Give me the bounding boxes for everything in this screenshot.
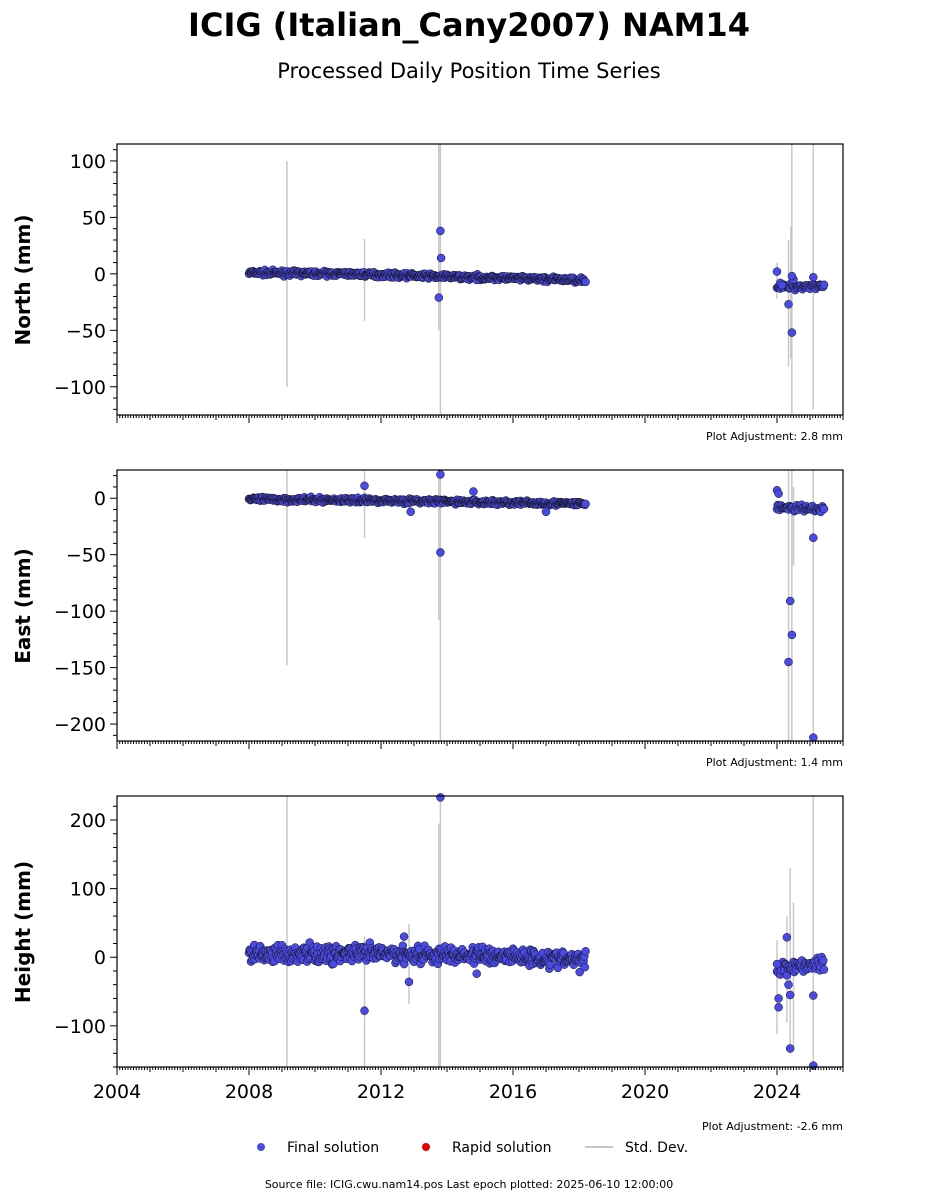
height-final-point bbox=[436, 793, 445, 802]
height-final-point bbox=[785, 990, 795, 1000]
east-final-point bbox=[787, 630, 797, 640]
north-final-point bbox=[436, 226, 445, 236]
east-final-point bbox=[360, 481, 369, 491]
height-axes-frame bbox=[116, 795, 844, 1068]
height-final-point bbox=[399, 932, 409, 941]
east-final-point bbox=[541, 507, 551, 517]
north-final-point bbox=[787, 271, 797, 281]
height-xtick-label: 2012 bbox=[357, 1081, 405, 1103]
north-ytick-label: 50 bbox=[82, 207, 106, 229]
north-final-point bbox=[784, 300, 793, 309]
north-ytick-label: 0 bbox=[94, 264, 106, 286]
north-final-point bbox=[809, 272, 818, 282]
east-final-point bbox=[785, 596, 795, 606]
height-final-point bbox=[575, 967, 584, 977]
east-ytick-label: −100 bbox=[54, 601, 106, 623]
height-final-point bbox=[774, 994, 783, 1003]
north-final-point bbox=[787, 328, 797, 337]
height-final-point bbox=[404, 977, 414, 987]
source-line: Source file: ICIG.cwu.nam14.pos Last epo… bbox=[265, 1178, 673, 1191]
height-xtick-label: 2008 bbox=[225, 1081, 273, 1103]
east-stddev-bars bbox=[286, 470, 815, 741]
height-final-point bbox=[360, 1006, 369, 1015]
legend-final-marker bbox=[257, 1143, 265, 1151]
height-ytick-label: 0 bbox=[94, 947, 106, 969]
east-ytick-label: −50 bbox=[66, 545, 106, 567]
height-final-point bbox=[785, 1044, 795, 1053]
height-final-point bbox=[809, 991, 818, 1000]
east-ytick-label: 0 bbox=[94, 488, 106, 510]
chart-subtitle: Processed Daily Position Time Series bbox=[277, 59, 661, 83]
height-final-point bbox=[782, 933, 792, 942]
east-final-point bbox=[581, 499, 590, 509]
legend-rapid-marker bbox=[422, 1143, 430, 1151]
north-final-point bbox=[777, 280, 787, 290]
east-panel: East (mm) Plot Adjustment: 1.4 mm 0 −50 −1… bbox=[11, 469, 844, 769]
east-final-point bbox=[819, 504, 829, 514]
east-final-point bbox=[784, 657, 793, 667]
east-final-point bbox=[809, 533, 818, 543]
height-final-point bbox=[580, 962, 590, 972]
north-ytick-label: 100 bbox=[70, 151, 106, 173]
legend-final-label: Final solution bbox=[287, 1140, 379, 1156]
height-xtick-label: 2004 bbox=[93, 1081, 141, 1103]
chart-title: ICIG (Italian_Cany2007) NAM14 bbox=[188, 6, 750, 44]
height-panel: Height (mm) Plot Adjustment: -2.6 mm 200… bbox=[11, 793, 844, 1133]
east-final-point bbox=[436, 548, 445, 557]
height-ytick-label: 200 bbox=[70, 810, 106, 832]
height-final-point bbox=[774, 1003, 783, 1012]
east-final-point bbox=[774, 489, 783, 498]
east-ytick-label: −150 bbox=[54, 658, 106, 680]
height-ytick-label: 100 bbox=[70, 879, 106, 901]
north-panel: North (mm) Plot Adjustment: 2.8 mm 100 50… bbox=[11, 143, 844, 443]
height-xtick-label: 2024 bbox=[753, 1081, 801, 1103]
height-xtick-label: 2020 bbox=[621, 1081, 669, 1103]
north-ytick-label: −50 bbox=[66, 320, 106, 342]
height-final-point bbox=[772, 959, 782, 969]
north-final-point bbox=[772, 267, 782, 276]
north-ytick-label: −100 bbox=[54, 377, 106, 399]
east-final-point bbox=[406, 507, 415, 517]
height-final-point bbox=[784, 980, 793, 989]
north-final-point bbox=[436, 253, 446, 263]
legend-rapid-label: Rapid solution bbox=[452, 1140, 552, 1156]
east-plot-adjustment: Plot Adjustment: 1.4 mm bbox=[706, 756, 843, 769]
height-final-point bbox=[581, 947, 590, 956]
height-final-point bbox=[818, 956, 828, 965]
height-stddev-bars bbox=[286, 796, 815, 1067]
height-xtick-label: 2016 bbox=[489, 1081, 537, 1103]
legend: Final solution Rapid solution Std. Dev. bbox=[257, 1140, 688, 1156]
height-plot-adjustment: Plot Adjustment: -2.6 mm bbox=[702, 1120, 843, 1133]
height-ytick-label: −100 bbox=[54, 1016, 106, 1038]
east-final-points bbox=[244, 470, 829, 742]
north-final-point bbox=[581, 277, 590, 287]
height-final-point bbox=[472, 969, 481, 978]
north-final-points bbox=[244, 226, 829, 337]
north-ylabel: North (mm) bbox=[11, 214, 35, 345]
east-axes-frame bbox=[116, 469, 844, 742]
east-ytick-label: −200 bbox=[54, 714, 106, 736]
east-final-point bbox=[469, 487, 478, 496]
north-final-point bbox=[819, 280, 829, 290]
height-final-points bbox=[244, 793, 829, 1070]
height-final-point bbox=[819, 965, 829, 974]
east-ylabel: East (mm) bbox=[11, 548, 35, 664]
east-final-point bbox=[436, 470, 445, 479]
north-final-point bbox=[434, 293, 444, 302]
legend-stddev-label: Std. Dev. bbox=[625, 1140, 688, 1156]
height-ylabel: Height (mm) bbox=[11, 861, 35, 1003]
east-final-point bbox=[809, 733, 818, 742]
north-plot-adjustment: Plot Adjustment: 2.8 mm bbox=[706, 430, 843, 443]
